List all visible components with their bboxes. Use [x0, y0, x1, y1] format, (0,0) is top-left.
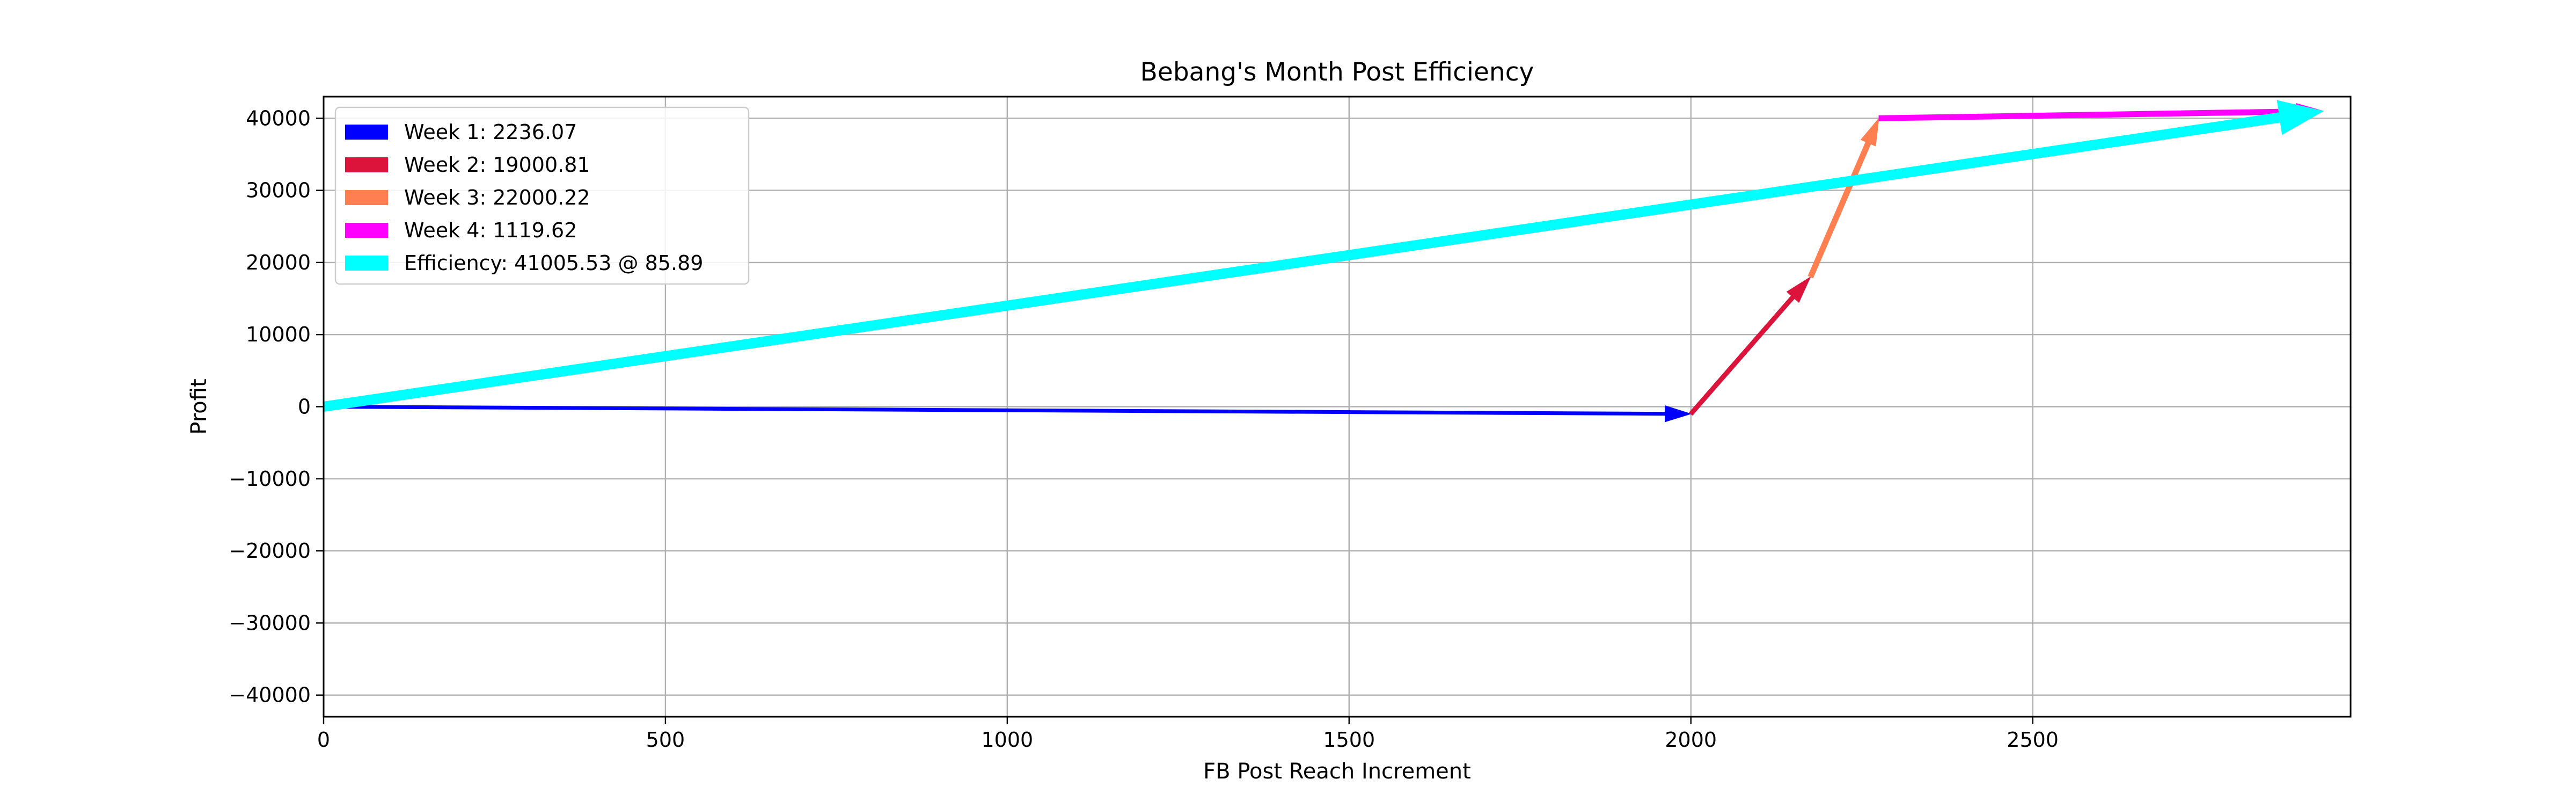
y-tick-label: −40000	[229, 683, 311, 707]
arrow-week-3	[1807, 117, 1879, 279]
legend: Week 1: 2236.07 Week 2: 19000.81 Week 3: 2…	[334, 106, 750, 285]
y-tick-label: −20000	[229, 539, 311, 563]
chart-title: Bebang's Month Post Efficiency	[1140, 57, 1534, 87]
legend-label: Week 2: 19000.81	[404, 153, 590, 177]
x-tick-label: 2500	[2007, 728, 2059, 752]
legend-swatch	[345, 190, 388, 205]
legend-box	[334, 106, 750, 285]
y-tick-label: 20000	[246, 251, 311, 274]
arrow-week-1	[323, 404, 1692, 423]
y-tick-label: 40000	[246, 106, 311, 130]
legend-swatch	[345, 125, 388, 140]
legend-label: Week 3: 22000.22	[404, 186, 590, 209]
legend-label: Week 1: 2236.07	[404, 120, 577, 144]
x-tick-label: 1500	[1323, 728, 1375, 752]
legend-label: Efficiency: 41005.53 @ 85.89	[404, 251, 703, 275]
arrow-layer	[323, 100, 2324, 423]
x-tick-label: 0	[317, 728, 330, 752]
x-tick-label: 1000	[982, 728, 1034, 752]
legend-swatch	[345, 256, 388, 271]
arrow-week-2	[1688, 276, 1811, 416]
arrow-week-5	[323, 100, 2324, 412]
x-tick-label: 500	[646, 728, 685, 752]
tick-layer: 0 500 1000 1500 2000 2500 −40000 −30000 −20000 −1…	[229, 106, 2059, 752]
legend-swatch	[345, 223, 388, 238]
grid-layer	[323, 97, 2351, 717]
legend-label: Week 4: 1119.62	[404, 219, 577, 242]
y-tick-label: −10000	[229, 467, 311, 491]
x-tick-label: 2000	[1665, 728, 1717, 752]
y-tick-label: −30000	[229, 611, 311, 635]
y-tick-label: 0	[298, 395, 311, 419]
y-tick-label: 30000	[246, 179, 311, 202]
x-axis-label: FB Post Reach Increment	[1203, 759, 1471, 784]
legend-swatch	[345, 157, 388, 172]
y-tick-label: 10000	[246, 323, 311, 346]
y-axis-label: Profit	[187, 378, 211, 434]
